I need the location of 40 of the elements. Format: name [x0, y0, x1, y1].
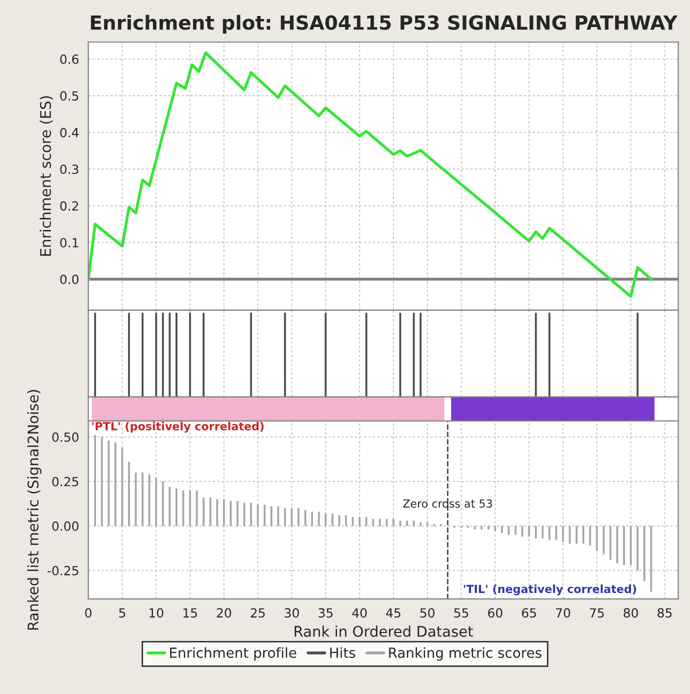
x-tick-label: 25 — [250, 608, 265, 618]
x-tick-label: 20 — [216, 608, 232, 618]
x-tick-label: 40 — [352, 608, 367, 618]
annotation: 'TIL' (negatively correlated) — [464, 584, 636, 596]
x-axis-title: Rank in Ordered Dataset — [294, 626, 473, 637]
y-axis-title: Enrichment score (ES) — [40, 96, 53, 256]
x-tick-label: 65 — [522, 608, 536, 618]
x-tick-label: 70 — [556, 608, 570, 618]
x-tick-label: 75 — [590, 608, 604, 618]
y-tick-label: 0.1 — [60, 238, 78, 248]
x-tick-label: 55 — [454, 608, 468, 618]
y-tick-label: 0.00 — [52, 521, 78, 531]
y-tick-label: 0.4 — [60, 128, 79, 138]
line-series — [88, 51, 653, 298]
y-axis-title: Ranked list metric (Signal2Noise) — [27, 390, 42, 630]
annotation: 'PTL' (positively correlated) — [92, 422, 264, 433]
x-tick-label: 35 — [318, 608, 333, 618]
y-tick-label: -0.25 — [48, 566, 78, 576]
x-tick-label: 60 — [488, 608, 502, 618]
y-tick-label: 0.25 — [52, 476, 78, 486]
y-tick-label: 0.2 — [60, 201, 78, 211]
legend-label: Enrichment profile — [170, 647, 296, 661]
y-tick-label: 0.50 — [52, 432, 78, 442]
x-tick-label: 5 — [119, 608, 126, 618]
y-tick-label: 0.5 — [60, 91, 78, 101]
x-tick-label: 80 — [624, 608, 638, 618]
y-tick-label: 0.0 — [60, 274, 78, 284]
y-tick-label: 0.3 — [60, 164, 78, 174]
x-tick-label: 30 — [284, 608, 299, 618]
legend-label: Ranking metric scores — [389, 647, 542, 661]
y-tick-label: 0.6 — [60, 54, 79, 64]
x-tick-label: 15 — [183, 608, 197, 618]
x-tick-label: 50 — [420, 608, 434, 618]
legend-label: Hits — [330, 647, 356, 658]
x-tick-label: 0 — [85, 608, 92, 618]
x-tick-label: 10 — [150, 608, 164, 618]
ref-line-label: Zero cross at 53 — [403, 499, 492, 508]
x-tick-label: 85 — [658, 608, 672, 618]
x-tick-label: 45 — [386, 608, 400, 618]
chart-title: Enrichment plot: HSA04115 P53 SIGNALING PATHWAY — [90, 14, 678, 34]
